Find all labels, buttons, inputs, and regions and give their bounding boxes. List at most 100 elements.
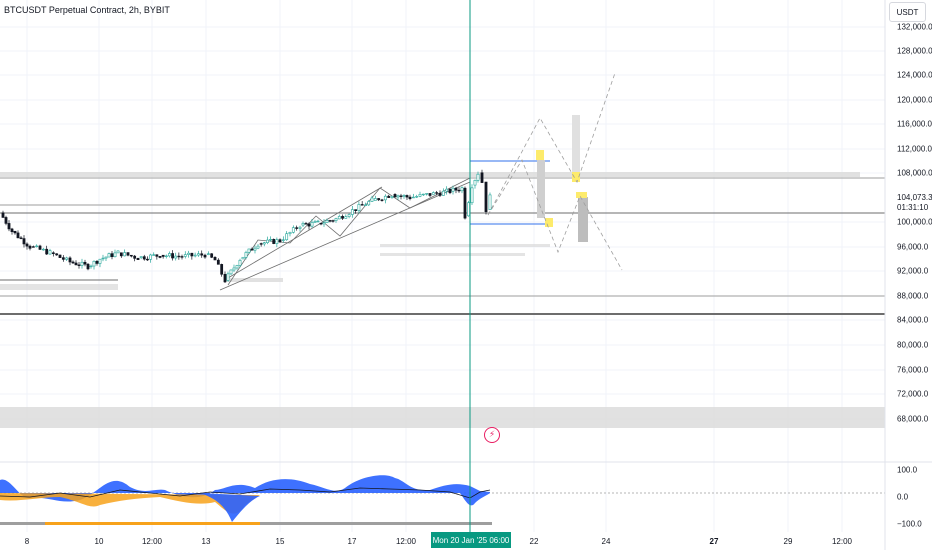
candle-body [158,256,162,258]
currency-button[interactable]: USDT [889,2,926,22]
chart-title: BTCUSDT Perpetual Contract, 2h, BYBIT [4,5,170,15]
candle-body [448,188,452,194]
candle-body [480,172,484,183]
candle-body [325,220,329,223]
candle-body [129,254,133,257]
candle-body [136,258,140,260]
candle-body [463,187,467,219]
price-tick-label: 132,000.0 [897,22,932,32]
projection-highlight-2 [572,172,580,182]
candle-body [399,195,403,197]
candle-body [55,253,59,256]
price-tick-label: 80,000.0 [897,340,929,350]
candle-body [92,260,96,267]
candle-body [319,222,323,225]
price-tick-label: 124,000.0 [897,70,932,80]
candle-body [421,193,425,196]
time-tick-label: 13 [201,537,211,546]
candle-body [266,239,269,243]
candle-body [206,253,210,255]
candle-body [301,223,305,226]
candle-body [51,252,55,255]
candle-body [110,253,114,258]
candle-body [235,265,239,269]
candle-body [107,253,111,258]
candle-body [16,232,20,239]
candle-body [364,204,367,206]
candle-body [35,245,39,248]
candle-body [95,260,99,264]
candle-body [200,253,204,256]
candle-body [438,193,442,196]
candle-body [454,187,458,191]
candle-body [337,216,341,220]
candle-body [322,222,326,225]
candle-body [213,257,217,261]
candle-body [241,256,245,260]
candle-body [460,187,464,192]
time-tick-label: 17 [347,537,357,546]
price-tick-label: 96,000.0 [897,242,929,252]
time-tick-label: 10 [94,537,104,546]
projection-path-down [487,159,623,271]
candle-body [177,255,181,258]
candle-body [244,252,248,258]
candle-body [223,273,227,283]
candle-body [28,245,32,249]
candle-body [341,216,344,219]
candle-body [350,209,354,215]
candle-body [126,252,130,256]
projection-highlight-1a [536,150,544,160]
current-price-value: 104,073.3 [897,193,932,202]
candle-body [373,198,377,201]
time-tick-label: 12:00 [141,537,163,546]
oscillator-orange-area [0,493,260,514]
candle-body [61,257,65,260]
candle-body [168,253,171,257]
candle-body [190,252,194,257]
projection-bar-2 [572,115,580,175]
candle-body [425,193,429,195]
candle-body [393,194,397,198]
candle-body [291,227,295,233]
oscillator-signal-line [0,487,491,499]
candle-body [435,192,439,194]
candle-body [203,254,207,258]
candle-body [19,237,23,239]
projection-path-up [487,72,616,216]
candle-body [229,269,233,275]
candle-body [281,239,285,241]
candle-body [334,218,338,222]
candle-body [473,180,477,186]
candle-body [71,261,75,264]
candle-body [298,226,302,229]
candle-body [357,204,361,212]
candle-body [116,250,120,254]
candle-body [387,195,391,198]
candle-body [193,254,197,257]
price-tick-label: 116,000.0 [897,119,932,129]
channel-line-1 [219,181,471,291]
candle-body [328,220,332,222]
lightning-bolt-icon[interactable]: ⚡ [484,427,500,443]
candle-body [101,257,105,260]
projection-highlight-1b [545,218,553,227]
candle-body [370,197,374,202]
candle-body [48,250,52,255]
candle-body [216,259,220,265]
price-tick-label: 84,000.0 [897,315,929,325]
candle-body [210,253,214,258]
candle-body [171,253,174,259]
candle-body [238,259,242,266]
candle-body [470,187,474,204]
price-tick-label: 88,000.0 [897,291,929,301]
candle-body [344,216,348,219]
indicator-tick-label: −100.0 [897,519,922,529]
candle-body [457,189,461,192]
candle-body [269,238,272,241]
candle-body [1,212,5,218]
candle-body [476,173,480,181]
range-band-right-1 [380,244,550,247]
candle-body [262,242,266,245]
